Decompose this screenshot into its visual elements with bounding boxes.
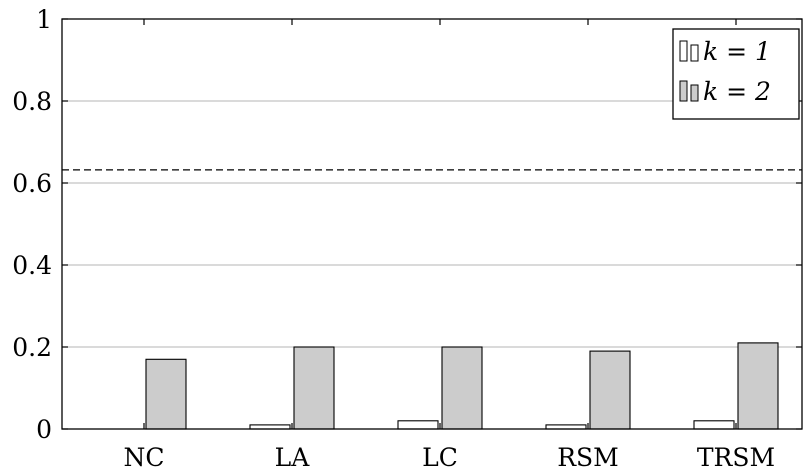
y-tick-label: 0.2 <box>12 333 52 362</box>
bar-trsm-series-1 <box>694 421 734 429</box>
bar-lc-series-1 <box>398 421 438 429</box>
bar-la-series-2 <box>294 347 334 429</box>
x-tick-label: LC <box>422 443 458 472</box>
x-tick-label: TRSM <box>697 443 775 472</box>
grid-lines <box>62 101 802 347</box>
bars <box>146 343 778 429</box>
y-tick-label: 0.6 <box>12 169 52 198</box>
x-tick-label: LA <box>275 443 311 472</box>
y-tick-label: 0 <box>36 415 52 444</box>
legend-label: k = 2 <box>703 77 771 106</box>
legend-swatch <box>691 85 698 101</box>
y-tick-label: 1 <box>36 5 52 34</box>
x-tick-label: RSM <box>557 443 619 472</box>
bar-rsm-series-2 <box>590 351 630 429</box>
legend: k = 1 k = 2 <box>673 29 799 119</box>
y-tick-label: 0.4 <box>12 251 52 280</box>
bar-lc-series-2 <box>442 347 482 429</box>
bar-nc-series-2 <box>146 359 186 429</box>
legend-swatch <box>680 41 687 61</box>
y-tick-label: 0.8 <box>12 87 52 116</box>
legend-label: k = 1 <box>703 37 771 66</box>
legend-swatch <box>680 81 687 101</box>
x-tick-label: NC <box>123 443 164 472</box>
legend-swatch <box>691 45 698 61</box>
bar-trsm-series-2 <box>738 343 778 429</box>
